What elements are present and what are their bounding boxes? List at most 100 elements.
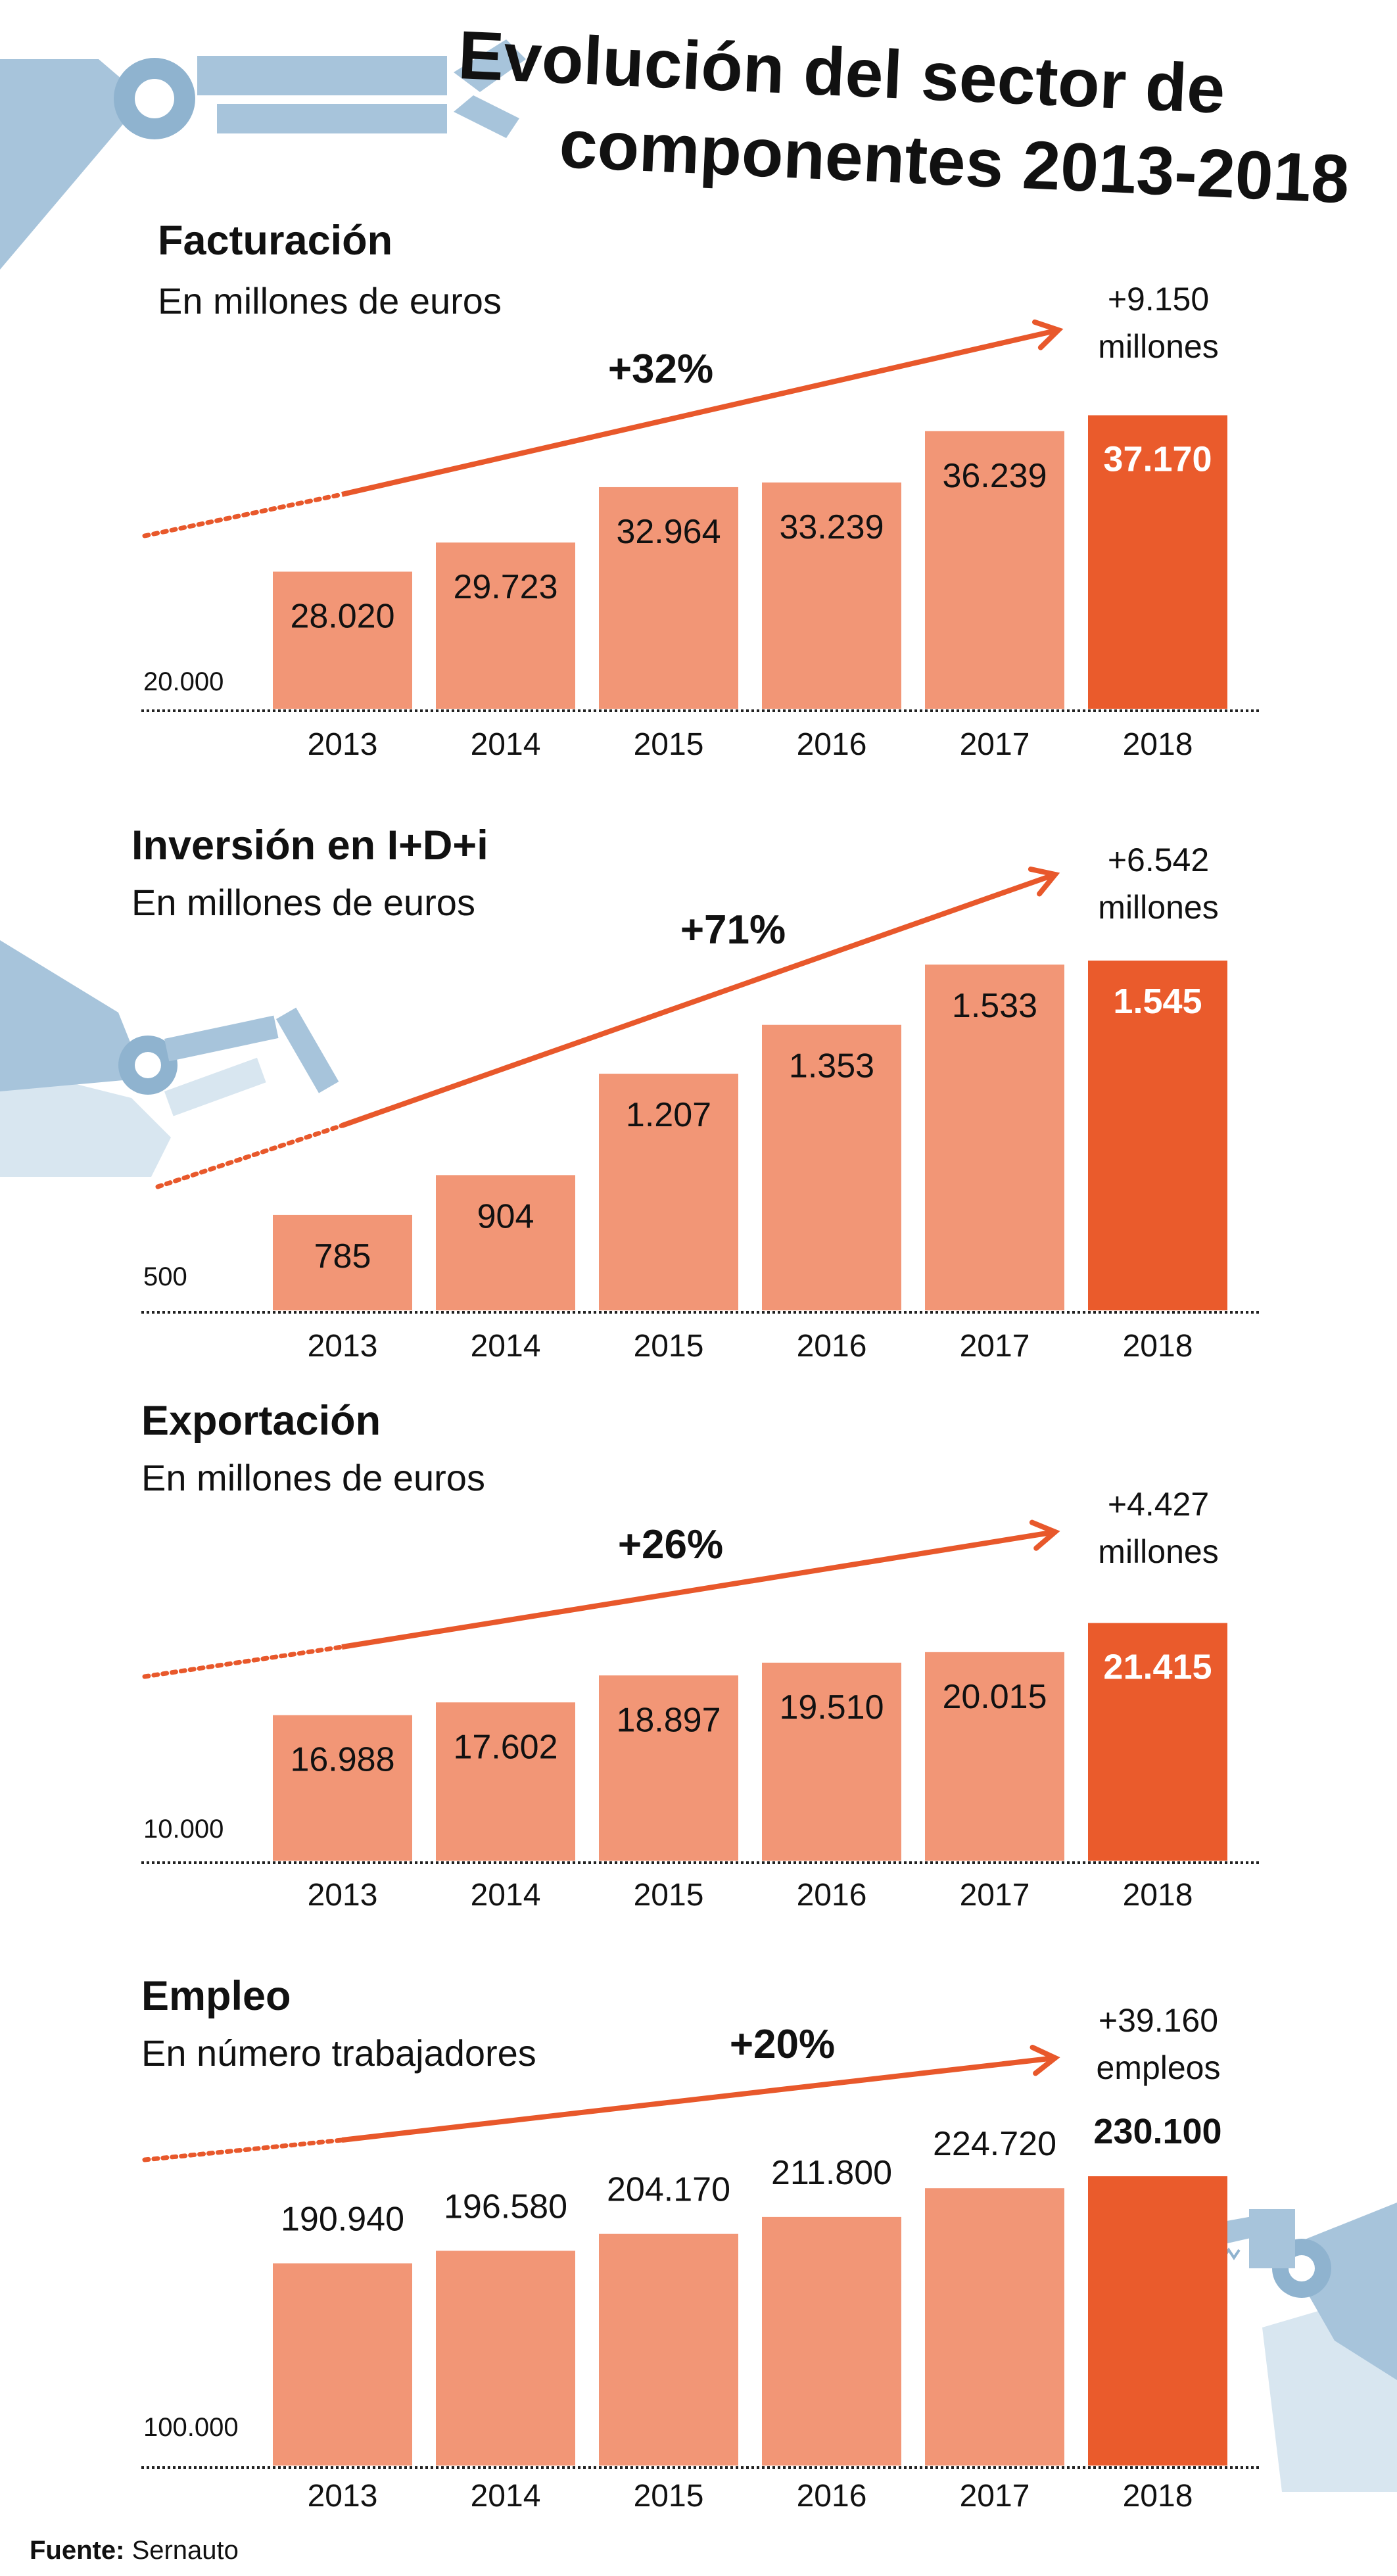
x-tick-label-2014: 2014: [471, 1329, 541, 1364]
bar-value-label-2013: 785: [314, 1237, 371, 1276]
bar-2016: [762, 2216, 901, 2466]
bar-value-label-2016: 1.353: [789, 1047, 874, 1085]
robot-arm-middle-illustration: [0, 940, 339, 1177]
chart-subtitle-exportacion: En millones de euros: [141, 1457, 485, 1498]
bar-2013: [273, 2263, 412, 2466]
trend-arrow-head: [1029, 1519, 1060, 1551]
x-tick-label-2018: 2018: [1123, 727, 1193, 762]
bar-value-label-2015: 18.897: [616, 1701, 721, 1739]
source-note: Fuente: Sernauto: [30, 2535, 239, 2566]
bar-value-label-2015: 32.964: [616, 513, 721, 551]
trend-arrow-line: [341, 327, 1059, 497]
chart-subtitle-inversion: En millones de euros: [131, 882, 475, 923]
bar-value-label-2018: 1.545: [1113, 982, 1202, 1021]
x-tick-label-2018: 2018: [1123, 1329, 1193, 1364]
bar-2016: [762, 482, 901, 709]
chart-title-empleo: Empleo: [141, 1973, 291, 2019]
change-amount-label: +6.542: [1108, 842, 1209, 878]
y-baseline-label: 20.000: [143, 667, 224, 696]
robot-arm-base: [0, 59, 145, 270]
change-unit-label: millones: [1098, 889, 1218, 926]
x-tick-label-2015: 2015: [634, 2479, 704, 2514]
bar-value-label-2015: 1.207: [626, 1096, 711, 1134]
change-unit-label: millones: [1098, 1533, 1218, 1570]
change-unit-label: empleos: [1097, 2049, 1221, 2086]
x-tick-label-2017: 2017: [960, 727, 1030, 762]
chart-subtitle-empleo: En número trabajadores: [141, 2032, 536, 2074]
bar-2017: [925, 2188, 1064, 2466]
bar-2015: [599, 487, 738, 709]
bar-value-label-2014: 196.580: [444, 2187, 567, 2226]
bar-value-label-2017: 36.239: [942, 457, 1047, 495]
bar-value-label-2018: 230.100: [1093, 2112, 1221, 2151]
bar-2016: [762, 1024, 901, 1310]
trend-arrow-line: [341, 872, 1056, 1128]
x-tick-label-2015: 2015: [634, 1878, 704, 1913]
bar-2015: [599, 2233, 738, 2466]
trend-arrow-dotted: [155, 1123, 344, 1189]
trend-arrow-dotted: [142, 492, 344, 538]
robot-claw: [454, 39, 526, 92]
bar-2015: [599, 1074, 738, 1310]
trend-arrow-head: [1028, 867, 1060, 897]
x-tick-label-2014: 2014: [471, 1878, 541, 1913]
bar-2017: [925, 965, 1064, 1310]
x-tick-label-2016: 2016: [797, 1329, 867, 1364]
bar-value-label-2014: 17.602: [453, 1728, 557, 1766]
trend-arrow-dotted: [142, 2137, 344, 2162]
x-tick-label-2015: 2015: [634, 727, 704, 762]
bar-2015: [599, 1675, 738, 1861]
x-tick-label-2014: 2014: [471, 727, 541, 762]
x-tick-label-2013: 2013: [308, 1878, 378, 1913]
y-baseline-label: 100.000: [143, 2413, 239, 2442]
x-tick-label-2015: 2015: [634, 1329, 704, 1364]
bar-value-label-2018: 37.170: [1103, 440, 1212, 479]
y-baseline-label: 500: [143, 1262, 187, 1291]
chart-title-exportacion: Exportación: [141, 1398, 381, 1444]
robot-arm-body: [0, 940, 145, 1091]
bar-2018: [1088, 2176, 1227, 2466]
bar-2014: [436, 2251, 575, 2466]
bar-value-label-2016: 33.239: [779, 508, 884, 546]
bar-2014: [436, 1702, 575, 1861]
trend-arrow-head: [1030, 2044, 1060, 2076]
bar-value-label-2016: 211.800: [771, 2154, 892, 2192]
growth-percent-label: +26%: [618, 1522, 723, 1567]
bar-value-label-2013: 28.020: [290, 597, 394, 635]
bar-2013: [273, 1214, 412, 1310]
bar-2014: [436, 542, 575, 709]
x-tick-label-2018: 2018: [1123, 1878, 1193, 1913]
trend-arrow-head: [1031, 319, 1064, 350]
x-tick-label-2016: 2016: [797, 1878, 867, 1913]
source-label: Fuente:: [30, 2536, 125, 2565]
x-tick-label-2013: 2013: [308, 1329, 378, 1364]
bar-value-label-2013: 16.988: [290, 1741, 394, 1779]
chart-subtitle-facturacion: En millones de euros: [158, 280, 502, 322]
x-tick-label-2018: 2018: [1123, 2479, 1193, 2514]
source-value: Sernauto: [131, 2536, 239, 2565]
bar-2016: [762, 1662, 901, 1861]
x-tick-label-2014: 2014: [471, 2479, 541, 2514]
trend-arrow-dotted: [142, 1644, 344, 1679]
chart-title-facturacion: Facturación: [158, 218, 393, 264]
growth-percent-label: +32%: [608, 346, 713, 392]
bar-2013: [273, 1715, 412, 1861]
bar-value-label-2017: 1.533: [952, 987, 1037, 1025]
robot-arm-ghost: [0, 1065, 171, 1177]
change-unit-label: millones: [1098, 328, 1218, 365]
y-baseline-label: 10.000: [143, 1815, 224, 1844]
x-tick-label-2016: 2016: [797, 727, 867, 762]
x-tick-label-2013: 2013: [308, 727, 378, 762]
bar-value-label-2017: 20.015: [942, 1678, 1047, 1716]
bar-value-label-2014: 29.723: [453, 568, 557, 606]
bar-value-label-2016: 19.510: [779, 1688, 884, 1727]
bar-value-label-2017: 224.720: [933, 2125, 1056, 2163]
change-amount-label: +4.427: [1108, 1486, 1209, 1523]
bar-2018: [1088, 415, 1227, 709]
x-tick-label-2017: 2017: [960, 1329, 1030, 1364]
x-tick-label-2017: 2017: [960, 2479, 1030, 2514]
